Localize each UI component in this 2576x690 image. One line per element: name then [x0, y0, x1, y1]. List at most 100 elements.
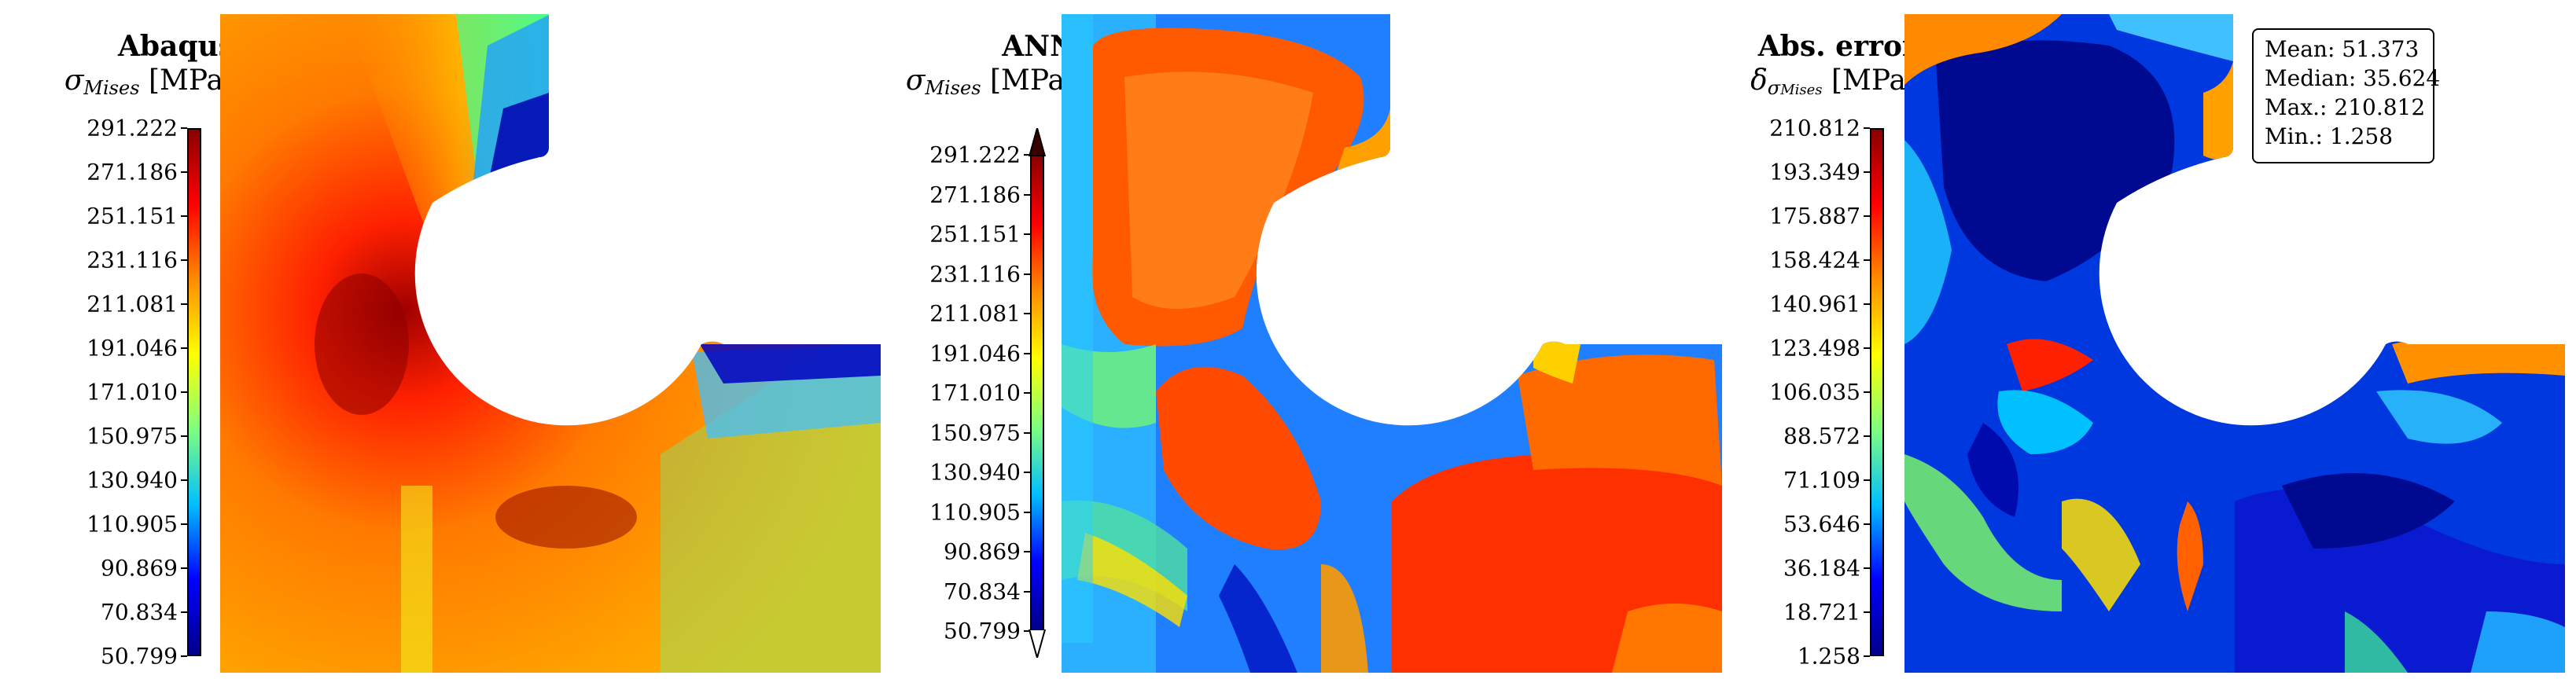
- tick-label: 291.222: [929, 141, 1021, 168]
- tick-label: 171.010: [86, 379, 178, 406]
- colorbar-ticks: 210.812 193.349 175.887 158.424 140.961 …: [1730, 116, 1860, 670]
- quantity-unit: [MPa]: [1831, 64, 1917, 97]
- quantity-symbol: σ: [905, 64, 926, 97]
- tick-mark: [1864, 655, 1870, 657]
- tick-label: 251.151: [929, 221, 1021, 248]
- tick-label: 90.869: [101, 555, 178, 582]
- tick-label: 18.721: [1783, 599, 1860, 626]
- colorbar-min-arrow: [1029, 629, 1046, 658]
- tick-mark: [1024, 472, 1030, 473]
- colorbar-ticks: 291.222 271.186 251.151 231.116 211.081 …: [47, 116, 178, 670]
- tick-mark: [1024, 431, 1030, 434]
- tick-label: 191.046: [929, 340, 1021, 366]
- tick-label: 210.812: [1769, 115, 1860, 141]
- tick-label: 50.799: [101, 643, 178, 670]
- quantity-sub-symbol: σ: [1767, 77, 1781, 99]
- tick-label: 231.116: [929, 261, 1021, 287]
- quantity-unit: [MPa]: [989, 64, 1076, 97]
- tick-label: 231.116: [86, 247, 178, 273]
- error-panel: Abs. error δσMises [MPa] 210.812 193.349…: [1683, 0, 2576, 690]
- tick-label: 211.081: [929, 300, 1021, 327]
- tick-label: 36.184: [1783, 555, 1860, 582]
- quantity-subscript: Mises: [83, 77, 140, 99]
- tick-mark: [181, 127, 187, 129]
- tick-mark: [181, 347, 187, 349]
- tick-mark: [1864, 171, 1870, 173]
- error-field: [1904, 14, 2565, 673]
- colorbar-ticks: 291.222 271.186 251.151 231.116 211.081 …: [889, 142, 1021, 644]
- tick-mark: [181, 567, 187, 569]
- tick-mark: [181, 259, 187, 261]
- tick-label: 150.975: [929, 420, 1021, 446]
- tick-mark: [1864, 523, 1870, 525]
- tick-mark: [1864, 567, 1870, 569]
- tick-mark: [1024, 511, 1030, 513]
- tick-label: 110.905: [929, 499, 1021, 525]
- tick-label: 251.151: [86, 203, 178, 229]
- stress-field-ann: [1062, 14, 1722, 673]
- tick-label: 211.081: [86, 291, 178, 317]
- tick-label: 271.186: [86, 159, 178, 185]
- colorbar: [1030, 155, 1044, 631]
- quantity-label: σMises [MPa]: [64, 64, 234, 99]
- tick-label: 191.046: [86, 335, 178, 362]
- stat-mean: Mean: 51.373: [2265, 36, 2420, 62]
- tick-mark: [1864, 259, 1870, 261]
- tick-label: 171.010: [929, 380, 1021, 406]
- tick-label: 123.498: [1769, 335, 1860, 362]
- tick-label: 53.646: [1783, 511, 1860, 538]
- tick-label: 88.572: [1783, 423, 1860, 450]
- panel-title: Abaqus: [117, 30, 234, 63]
- tick-mark: [1024, 392, 1030, 394]
- tick-mark: [1864, 479, 1870, 481]
- colorbar-max-arrow: [1029, 128, 1046, 156]
- abaqus-panel: Abaqus σMises [MPa] 291.222 271.186 251.…: [0, 0, 889, 690]
- tick-mark: [1864, 391, 1870, 393]
- tick-mark: [1024, 193, 1030, 196]
- tick-label: 1.258: [1797, 643, 1860, 670]
- tick-label: 291.222: [86, 115, 178, 141]
- tick-mark: [1024, 154, 1030, 156]
- quantity-label: δσMises [MPa]: [1750, 64, 1917, 99]
- tick-mark: [1024, 590, 1030, 593]
- tick-label: 106.035: [1769, 379, 1860, 406]
- tick-mark: [1024, 313, 1030, 314]
- tick-mark: [181, 479, 187, 481]
- quantity-subscript: Mises: [925, 77, 981, 99]
- tick-mark: [181, 171, 187, 173]
- tick-label: 175.887: [1769, 203, 1860, 229]
- stress-field-abaqus: [220, 14, 881, 673]
- quantity-label: σMises [MPa]: [906, 64, 1076, 99]
- panel-title: Abs. error: [1757, 30, 1917, 63]
- tick-label: 90.869: [944, 538, 1021, 565]
- tick-label: 271.186: [929, 182, 1021, 207]
- tick-mark: [1864, 611, 1870, 613]
- tick-label: 70.834: [944, 578, 1021, 604]
- tick-label: 150.975: [86, 423, 178, 450]
- quantity-subscript: Mises: [1780, 82, 1823, 98]
- tick-label: 193.349: [1769, 159, 1860, 185]
- tick-mark: [181, 215, 187, 217]
- tick-label: 158.424: [1769, 247, 1860, 273]
- quantity-symbol: δ: [1750, 64, 1768, 97]
- tick-mark: [181, 303, 187, 305]
- tick-mark: [181, 611, 187, 613]
- tick-mark: [1024, 630, 1030, 632]
- colorbar: [1870, 128, 1884, 656]
- tick-mark: [181, 655, 187, 657]
- stat-max: Max.: 210.812: [2265, 94, 2426, 120]
- tick-label: 70.834: [101, 599, 178, 626]
- error-statistics-box: Mean: 51.373 Median: 35.624 Max.: 210.81…: [2252, 28, 2441, 163]
- stat-median: Median: 35.624: [2265, 65, 2441, 91]
- tick-label: 130.940: [86, 467, 178, 494]
- tick-mark: [1864, 127, 1870, 129]
- tick-label: 110.905: [86, 511, 178, 538]
- tick-mark: [1024, 352, 1030, 354]
- tick-mark: [1864, 215, 1870, 217]
- tick-label: 140.961: [1769, 291, 1860, 317]
- tick-label: 130.940: [929, 459, 1021, 486]
- quantity-symbol: σ: [64, 64, 84, 97]
- quantity-unit: [MPa]: [148, 64, 234, 97]
- tick-mark: [1024, 233, 1030, 235]
- tick-label: 71.109: [1783, 467, 1860, 494]
